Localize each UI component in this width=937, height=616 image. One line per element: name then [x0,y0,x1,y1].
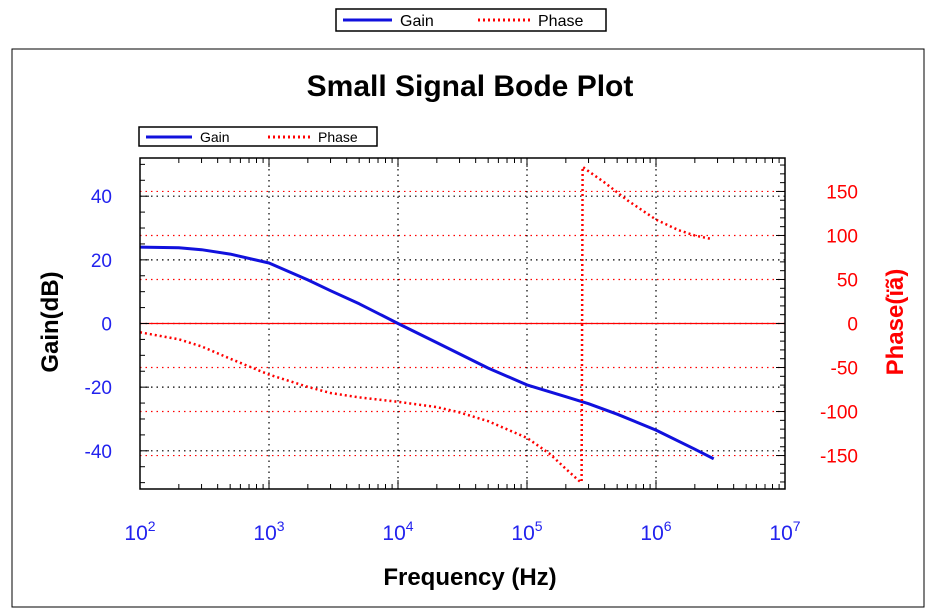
gain-tick-label: 0 [101,315,112,336]
frequency-tick-labels: 102 103 104 105 106 107 [124,518,800,545]
outer-legend: Gain Phase [335,8,607,32]
frequency-tick-label: 103 [253,518,284,545]
outer-legend-phase-label: Phase [538,13,583,30]
phase-tick-label: 150 [826,182,858,203]
gain-tick-label: 20 [91,251,112,272]
phase-tick-label: -150 [820,447,858,468]
gain-tick-label: -40 [85,442,112,463]
outer-legend-box [335,8,607,32]
phase-tick-labels: 150 100 50 0 -50 -100 -150 [820,182,858,467]
y2-axis-title: Phase(ïã) [882,269,909,376]
phase-tick-label: 100 [826,226,858,247]
frequency-tick-label: 107 [769,518,800,545]
y-axis-title: Gain(dB) [37,271,64,372]
phase-tick-label: 0 [847,315,858,336]
frequency-tick-label: 102 [124,518,155,545]
gain-tick-labels: 40 20 0 -20 -40 [85,187,112,463]
plot-border [139,157,786,490]
inner-legend-gain-label: Gain [200,129,230,145]
x-axis-title: Frequency (Hz) [383,564,556,591]
phase-tick-label: -100 [820,403,858,424]
inner-legend-box [138,126,378,147]
inner-legend: Gain Phase [138,126,378,147]
frequency-tick-label: 105 [511,518,542,545]
frequency-tick-label: 106 [640,518,671,545]
frequency-tick-label: 104 [382,518,413,545]
gain-tick-label: -20 [85,378,112,399]
gain-series-line [139,245,715,461]
phase-series-line [139,165,712,484]
outer-legend-gain-label: Gain [400,13,434,30]
inner-legend-phase-label: Phase [318,129,358,145]
chart-title: Small Signal Bode Plot [307,70,634,103]
phase-tick-label: -50 [831,359,858,380]
gain-tick-label: 40 [91,187,112,208]
phase-tick-label: 50 [837,270,858,291]
series-layer [139,165,715,484]
tick-marks [139,158,786,489]
plot-area [139,157,786,490]
